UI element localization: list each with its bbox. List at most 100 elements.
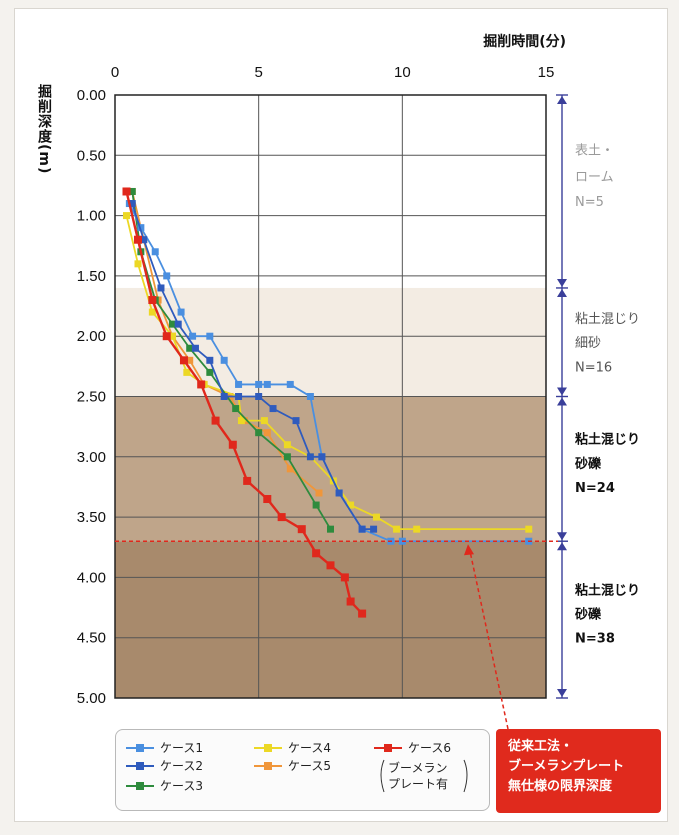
data-point-case4-16 (413, 525, 421, 533)
data-point-case4-15 (393, 525, 401, 533)
layer-label-3-line-2: 砂礫 (574, 456, 602, 472)
data-point-case1-10 (255, 380, 263, 388)
data-point-case6-3 (148, 296, 157, 305)
data-point-case6-7 (211, 416, 220, 425)
y-tick-label-4: 2.00 (77, 328, 106, 345)
data-point-case2-12 (306, 453, 314, 461)
data-point-case3-11 (327, 525, 334, 533)
legend-label-case2: ケース2 (160, 759, 203, 773)
series-line-case2 (131, 203, 374, 531)
data-point-case6-17 (358, 609, 367, 618)
y-tick-label-2: 1.00 (77, 208, 106, 225)
data-point-case1-8 (220, 356, 228, 364)
depth-arrow-down-3 (557, 532, 567, 541)
soil-layer-band-2 (115, 287, 546, 397)
legend: ケース1 ケース2 ケース3 ケース4 ケース5 ケース6 ブーメラン プレート有 (115, 729, 490, 811)
depth-arrow-down-1 (557, 278, 567, 287)
annotation-line3: 無仕様の限界深度 (508, 779, 613, 794)
layer-label-4-line-2: 砂礫 (574, 607, 602, 623)
data-point-case5-11 (315, 489, 323, 497)
legend-label-case5: ケース5 (288, 759, 331, 773)
data-point-case2-11 (292, 417, 300, 425)
annotation-line1: 従来工法・ (508, 739, 574, 754)
limit-depth-annotation: 従来工法・ ブーメランプレート 無仕様の限界深度 (496, 729, 661, 813)
data-point-case6-6 (197, 380, 206, 389)
legend-marker-case6 (384, 744, 392, 752)
y-tick-label-3: 1.50 (77, 268, 106, 285)
data-point-case1-3 (151, 248, 159, 256)
data-point-case1-5 (177, 308, 185, 316)
data-point-case4-9 (260, 417, 268, 425)
data-point-case5-5 (186, 356, 194, 364)
data-point-case3-8 (255, 429, 263, 437)
data-point-case3-6 (206, 368, 214, 376)
data-point-case6-12 (297, 525, 306, 534)
data-point-case6-2 (133, 235, 142, 244)
x-tick-label-1: 5 (254, 64, 262, 81)
data-point-case1-6 (189, 332, 197, 340)
data-point-case3-1 (128, 187, 136, 195)
data-point-case3-10 (312, 501, 320, 509)
data-point-case6-11 (277, 513, 286, 522)
data-point-case2-2 (140, 236, 148, 244)
data-point-case2-14 (335, 489, 343, 497)
legend-marker-case5 (264, 762, 272, 770)
data-point-case2-15 (358, 525, 366, 533)
layer-label-4-line-1: 粘土混じり (574, 582, 640, 598)
legend-case6-note-line1: ブーメラン (388, 760, 448, 775)
data-point-case1-9 (235, 380, 243, 388)
data-point-case6-14 (326, 561, 335, 570)
data-point-case4-17 (525, 525, 533, 533)
legend-marker-case4 (264, 744, 272, 752)
data-point-case1-12 (286, 380, 294, 388)
depth-arrow-up-0 (557, 96, 567, 104)
legend-marker-case2 (136, 762, 144, 770)
data-point-case2-16 (370, 525, 378, 533)
data-point-case3-9 (283, 453, 291, 461)
data-point-case6-9 (243, 476, 252, 485)
data-point-case2-13 (318, 453, 326, 461)
data-point-case4-4 (168, 332, 176, 340)
data-point-case2-7 (220, 393, 228, 400)
x-tick-label-0: 0 (111, 64, 119, 81)
legend-label-case6: ケース6 (408, 741, 451, 755)
data-point-case4-3 (148, 308, 156, 316)
data-point-case3-4 (168, 320, 176, 328)
x-tick-label-2: 10 (394, 64, 411, 81)
data-point-case5-10 (286, 465, 294, 473)
data-point-case6-16 (346, 597, 355, 606)
y-tick-label-10: 5.00 (77, 690, 106, 707)
data-point-case4-1 (122, 212, 130, 220)
legend-case6-note-line2: プレート有 (388, 777, 448, 791)
data-point-case2-9 (255, 393, 263, 400)
data-point-case1-2 (137, 224, 145, 232)
data-point-case3-7 (232, 405, 240, 413)
annotation-arrow-head (464, 544, 474, 556)
x-tick-label-3: 15 (538, 64, 555, 81)
data-point-case1-4 (163, 272, 171, 280)
data-point-case6-8 (228, 440, 237, 449)
legend-paren-left (380, 759, 385, 793)
depth-arrow-up-2 (557, 397, 567, 406)
data-point-case4-8 (237, 417, 245, 425)
data-point-case6-13 (312, 549, 321, 558)
legend-paren-right (463, 759, 468, 793)
data-point-case6-15 (340, 573, 349, 582)
data-point-case2-5 (191, 344, 199, 352)
y-tick-label-0: 0.00 (77, 87, 106, 104)
data-point-case1-13 (306, 393, 314, 400)
y-tick-label-1: 0.50 (77, 147, 106, 164)
data-point-case2-1 (128, 200, 136, 208)
data-point-case2-3 (157, 284, 165, 292)
y-axis-title: 掘削深度(m) (36, 83, 52, 174)
soil-layer-band-1 (115, 95, 546, 288)
legend-label-case3: ケース3 (160, 779, 203, 793)
data-point-case2-6 (206, 356, 214, 364)
y-tick-label-5: 2.50 (77, 389, 106, 406)
data-point-case4-2 (134, 260, 142, 268)
data-point-case6-1 (122, 187, 131, 196)
data-point-case3-5 (186, 344, 194, 352)
depth-arrow-up-3 (557, 542, 567, 551)
x-axis-title: 掘削時間(分) (483, 33, 566, 50)
